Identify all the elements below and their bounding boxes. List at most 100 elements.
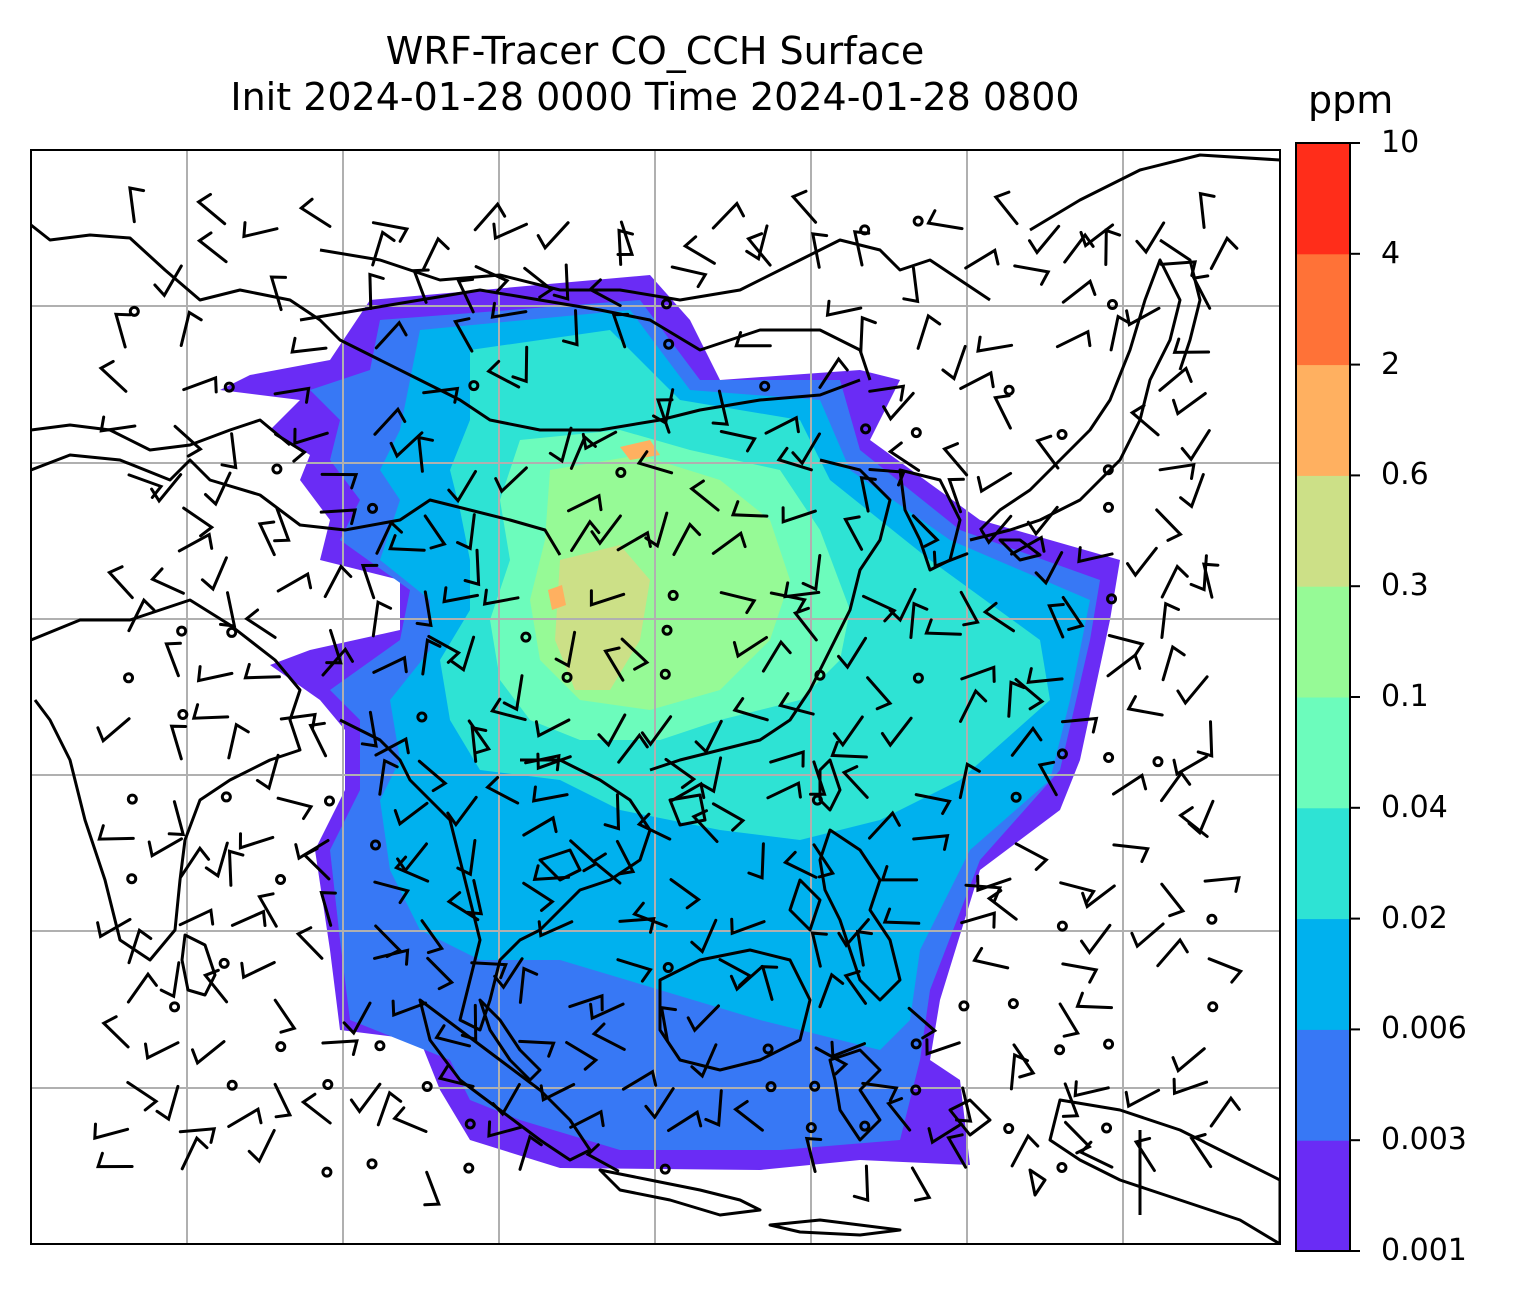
- wind-barb: [536, 221, 570, 251]
- wind-barb: [1158, 366, 1193, 392]
- wind-barb: [1176, 675, 1209, 706]
- wind-barb: [179, 845, 211, 879]
- wind-barb: [227, 849, 245, 887]
- wind-barb: [589, 589, 626, 607]
- wind-barb: [747, 842, 765, 880]
- wind-barb: [269, 275, 287, 312]
- wind-barb: [1160, 882, 1186, 918]
- wind-barb: [1073, 1080, 1110, 1098]
- wind-barb: [421, 638, 442, 676]
- wind-barb: [947, 477, 965, 514]
- wind-barb: [101, 1015, 130, 1049]
- calm-wind-marker: [759, 380, 771, 392]
- wind-barb: [196, 665, 234, 683]
- calm-wind-marker: [859, 1120, 871, 1132]
- wind-barb: [843, 970, 867, 1005]
- wind-barb: [941, 344, 967, 381]
- colorbar-segment: [1296, 253, 1350, 366]
- wind-barb: [273, 998, 297, 1034]
- wind-barb: [1061, 278, 1097, 304]
- wind-barb: [1155, 508, 1183, 542]
- calm-wind-marker: [321, 1166, 333, 1178]
- wind-barb: [1028, 224, 1061, 256]
- calm-wind-marker: [958, 1000, 970, 1012]
- wind-barb: [255, 753, 280, 791]
- wind-barb: [219, 591, 237, 628]
- wind-barb: [149, 567, 185, 595]
- wind-barb: [300, 1092, 332, 1125]
- wind-barb: [159, 961, 181, 999]
- wind-barb: [986, 889, 1018, 921]
- wind-barb: [769, 750, 805, 768]
- wind-barb: [837, 918, 870, 948]
- calm-wind-marker: [1101, 1122, 1113, 1134]
- colorbar-segment: [1296, 918, 1350, 1030]
- wind-barb: [632, 901, 668, 928]
- wind-barb: [611, 312, 630, 349]
- calm-wind-marker: [1056, 429, 1068, 441]
- wind-barb: [760, 965, 779, 1001]
- wind-barb: [568, 993, 604, 1012]
- calm-wind-marker: [520, 631, 532, 643]
- wind-barb: [670, 265, 708, 289]
- calm-wind-marker: [275, 874, 287, 886]
- wind-barb: [180, 1135, 209, 1171]
- calm-wind-marker: [661, 624, 673, 636]
- colorbar-segment: [1296, 475, 1350, 587]
- wind-barb: [618, 917, 656, 934]
- wind-barb: [99, 415, 137, 433]
- wind-barb: [426, 956, 455, 991]
- wind-barb: [964, 248, 1000, 270]
- wind-barb: [880, 865, 919, 882]
- wind-barb: [781, 506, 817, 524]
- wind-barb: [887, 441, 921, 472]
- wind-barb: [1047, 603, 1065, 639]
- wind-barb: [792, 606, 818, 642]
- wind-barb: [371, 229, 396, 267]
- wind-barb: [562, 309, 579, 347]
- calm-wind-marker: [275, 1041, 287, 1053]
- wind-barb: [518, 1134, 543, 1171]
- colorbar-tick-label: 0.003: [1381, 1122, 1467, 1158]
- calm-wind-marker: [805, 1122, 817, 1134]
- wind-barb: [1203, 876, 1241, 893]
- calm-wind-marker: [169, 1001, 181, 1013]
- calm-wind-marker: [1056, 920, 1068, 932]
- wind-barb: [374, 320, 408, 350]
- wind-barb: [1171, 1047, 1206, 1074]
- wind-barb: [144, 1041, 180, 1061]
- wind-barb: [569, 434, 597, 470]
- wind-barb: [415, 590, 433, 628]
- calm-wind-marker: [561, 671, 573, 683]
- wind-barb: [1172, 1077, 1209, 1096]
- wind-barb: [1026, 667, 1064, 684]
- calm-wind-marker: [860, 423, 872, 435]
- calm-wind-marker: [910, 427, 922, 439]
- wind-barb: [155, 1084, 180, 1122]
- wind-barb: [925, 1038, 961, 1056]
- wind-barb: [958, 761, 981, 800]
- calm-wind-marker: [271, 463, 283, 475]
- wind-barb: [691, 809, 719, 843]
- wind-barb: [926, 209, 964, 231]
- wind-barb: [420, 919, 445, 955]
- wind-barb: [810, 931, 828, 968]
- wind-barb: [1158, 462, 1196, 480]
- calm-wind-marker: [1102, 464, 1114, 476]
- calm-wind-marker: [468, 380, 480, 392]
- wind-barbs: [93, 186, 1244, 1207]
- wind-barb: [126, 1081, 159, 1112]
- wind-barb: [1010, 1133, 1040, 1168]
- wind-barb: [1179, 473, 1205, 509]
- wind-barb: [1061, 716, 1099, 734]
- wind-barb: [916, 313, 942, 350]
- wind-barb: [1126, 695, 1164, 717]
- wind-barb: [96, 717, 131, 744]
- calm-wind-marker: [1003, 384, 1015, 396]
- wind-barb: [976, 874, 1012, 893]
- wind-barb: [373, 948, 410, 966]
- calm-wind-marker: [912, 215, 924, 227]
- wind-barb: [486, 359, 521, 389]
- wind-barb: [886, 1097, 912, 1132]
- wind-barb: [825, 299, 863, 317]
